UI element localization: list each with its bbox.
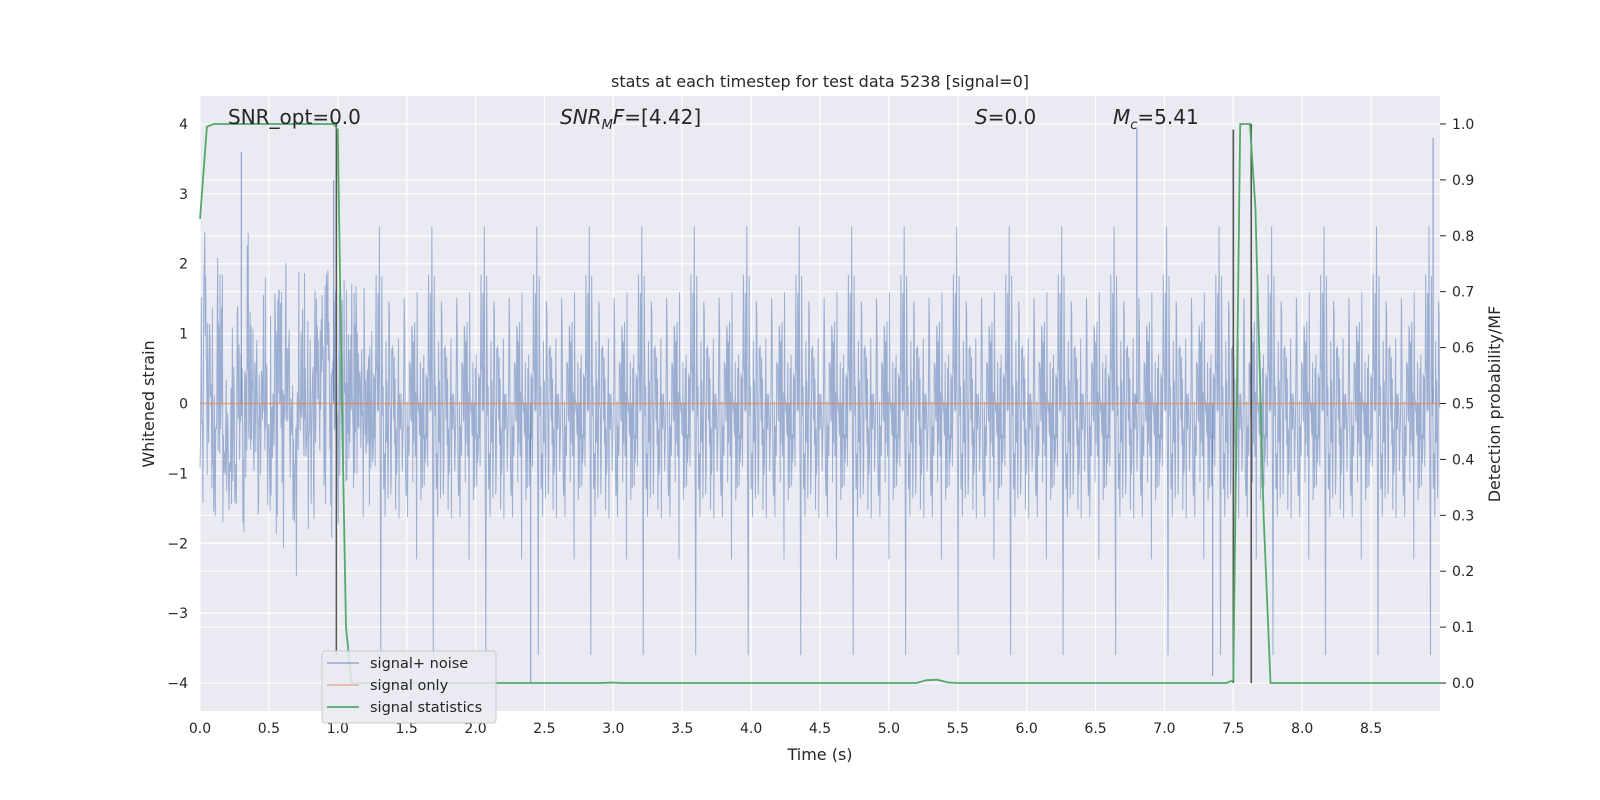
series-signal-statistics [199,123,1440,684]
x-tick-label: 5.0 [878,721,900,737]
y-right-tick-label: 0.8 [1452,229,1474,245]
y-tick-label: −1 [167,466,188,482]
x-tick-label: 2.0 [464,721,486,737]
y-tick-label: −3 [167,606,188,622]
x-tick-label: 1.0 [327,721,349,737]
x-tick-label: 0.5 [258,721,280,737]
statistics-line [199,123,1440,684]
x-tick-label: 3.5 [671,721,693,737]
y-tick-label: 0 [179,397,188,413]
legend: signal+ noise signal only signal statist… [321,650,497,724]
y-right-tick-label: 0.0 [1452,676,1474,692]
legend-label-statistics: signal statistics [370,700,482,716]
y-right-tick-label: 1.0 [1452,117,1474,133]
y-right-tick-label: 0.9 [1452,173,1474,189]
y-right-tick-label: 0.2 [1452,564,1474,580]
y-axis-label: Whitened strain [139,340,158,467]
y-right-tick-label: 0.5 [1452,397,1474,413]
x-tick-label: 4.5 [809,721,831,737]
x-tick-label: 3.0 [602,721,624,737]
x-tick-label: 2.5 [533,721,555,737]
legend-box [321,650,497,724]
x-tick-label: 8.0 [1291,721,1313,737]
x-tick-label: 6.5 [1084,721,1106,737]
y-right-tick-label: 0.6 [1452,341,1474,357]
chart-title: stats at each timestep for test data 523… [611,72,1029,91]
series-mf-lines [335,123,1253,684]
legend-label-signal-only: signal only [370,678,449,694]
x-tick-label: 6.0 [1016,721,1038,737]
y-right-tick-label: 0.3 [1452,508,1474,524]
y-tick-label: 4 [179,117,188,133]
y-right-tick-label: 0.4 [1452,452,1474,468]
legend-label-noise: signal+ noise [370,656,468,672]
x-tick-label: 8.5 [1360,721,1382,737]
annotation-mc: Mc=5.41 [1113,105,1199,133]
x-tick-label: 7.0 [1153,721,1175,737]
x-tick-label: 7.5 [1222,721,1244,737]
x-tick-label: 5.5 [947,721,969,737]
annotation-snr-mf: SNRMF=[4.42] [560,105,701,133]
annotation-s: S=0.0 [975,105,1036,129]
x-axis-label: Time (s) [786,745,852,764]
x-tick-label: 4.0 [740,721,762,737]
y-axis-right-ticks: 1.0 0.9 0.8 0.7 0.6 0.5 0.4 0.3 0.2 0.1 0.0 [1440,117,1474,692]
y-axis-ticks: 4 3 2 1 0 −1 −2 −3 −4 [167,117,188,692]
x-axis-ticks: 0.0 0.5 1.0 1.5 2.0 2.5 3.0 3.5 4.0 4.5 5.0 5.5 6.0 6… [189,721,1382,737]
y-tick-label: 1 [179,327,188,343]
x-tick-label: 1.5 [396,721,418,737]
y-tick-label: 2 [179,257,188,273]
y-right-tick-label: 0.1 [1452,620,1474,636]
x-tick-label: 0.0 [189,721,211,737]
y-right-tick-label: 0.7 [1452,285,1474,301]
y-tick-label: 3 [179,187,188,203]
y-tick-label: −4 [167,676,188,692]
y-axis-right-label: Detection probability/MF [1485,306,1504,503]
y-tick-label: −2 [167,536,188,552]
annotation-snr-opt: SNR_opt=0.0 [228,105,361,129]
